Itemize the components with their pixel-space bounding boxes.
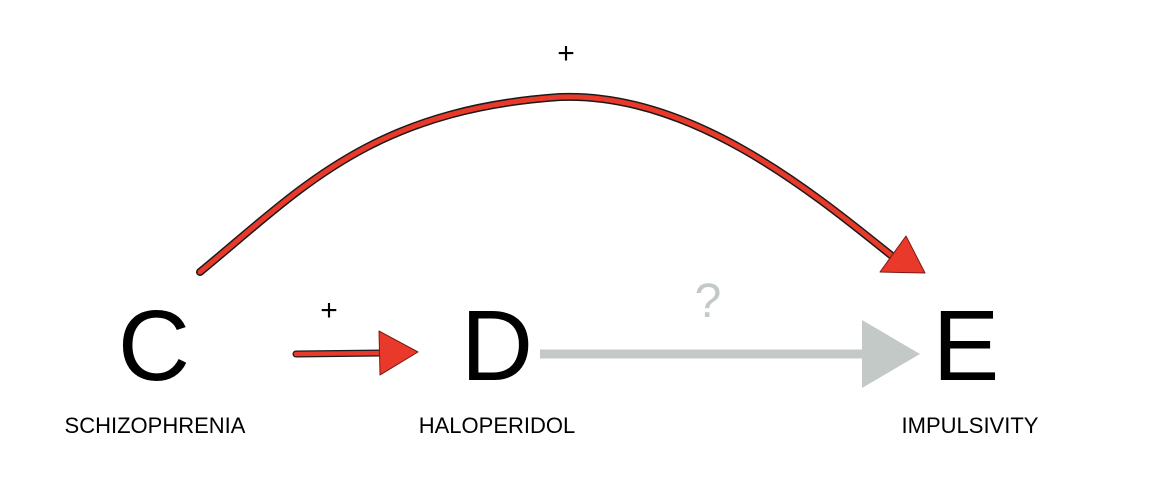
node-d-letter: D (461, 290, 533, 402)
edge-c-to-d-sign: + (320, 294, 338, 327)
edge-c-to-e-arrowhead (879, 235, 926, 274)
node-c-letter: C (118, 290, 190, 402)
node-d-label: HALOPERIDOL (419, 413, 576, 438)
node-e-label: IMPULSIVITY (902, 413, 1039, 438)
edge-c-to-e-sign: + (557, 37, 575, 70)
node-c-label: SCHIZOPHRENIA (65, 413, 246, 438)
edge-c-to-d-line-fill (293, 350, 389, 357)
edge-c-to-e-line-fill (197, 94, 895, 275)
edge-c-to-d: + (292, 294, 419, 376)
node-c: C SCHIZOPHRENIA (65, 290, 246, 438)
node-d: D HALOPERIDOL (419, 290, 576, 438)
edge-d-to-e-sign: ? (695, 275, 722, 328)
node-e-letter: E (933, 290, 1000, 402)
node-e: E IMPULSIVITY (902, 290, 1039, 438)
edge-c-to-d-arrowhead (378, 330, 419, 376)
edge-d-to-e-arrowhead (862, 320, 920, 388)
edge-d-to-e: ? (540, 275, 920, 388)
edge-c-to-e: + (196, 37, 926, 276)
